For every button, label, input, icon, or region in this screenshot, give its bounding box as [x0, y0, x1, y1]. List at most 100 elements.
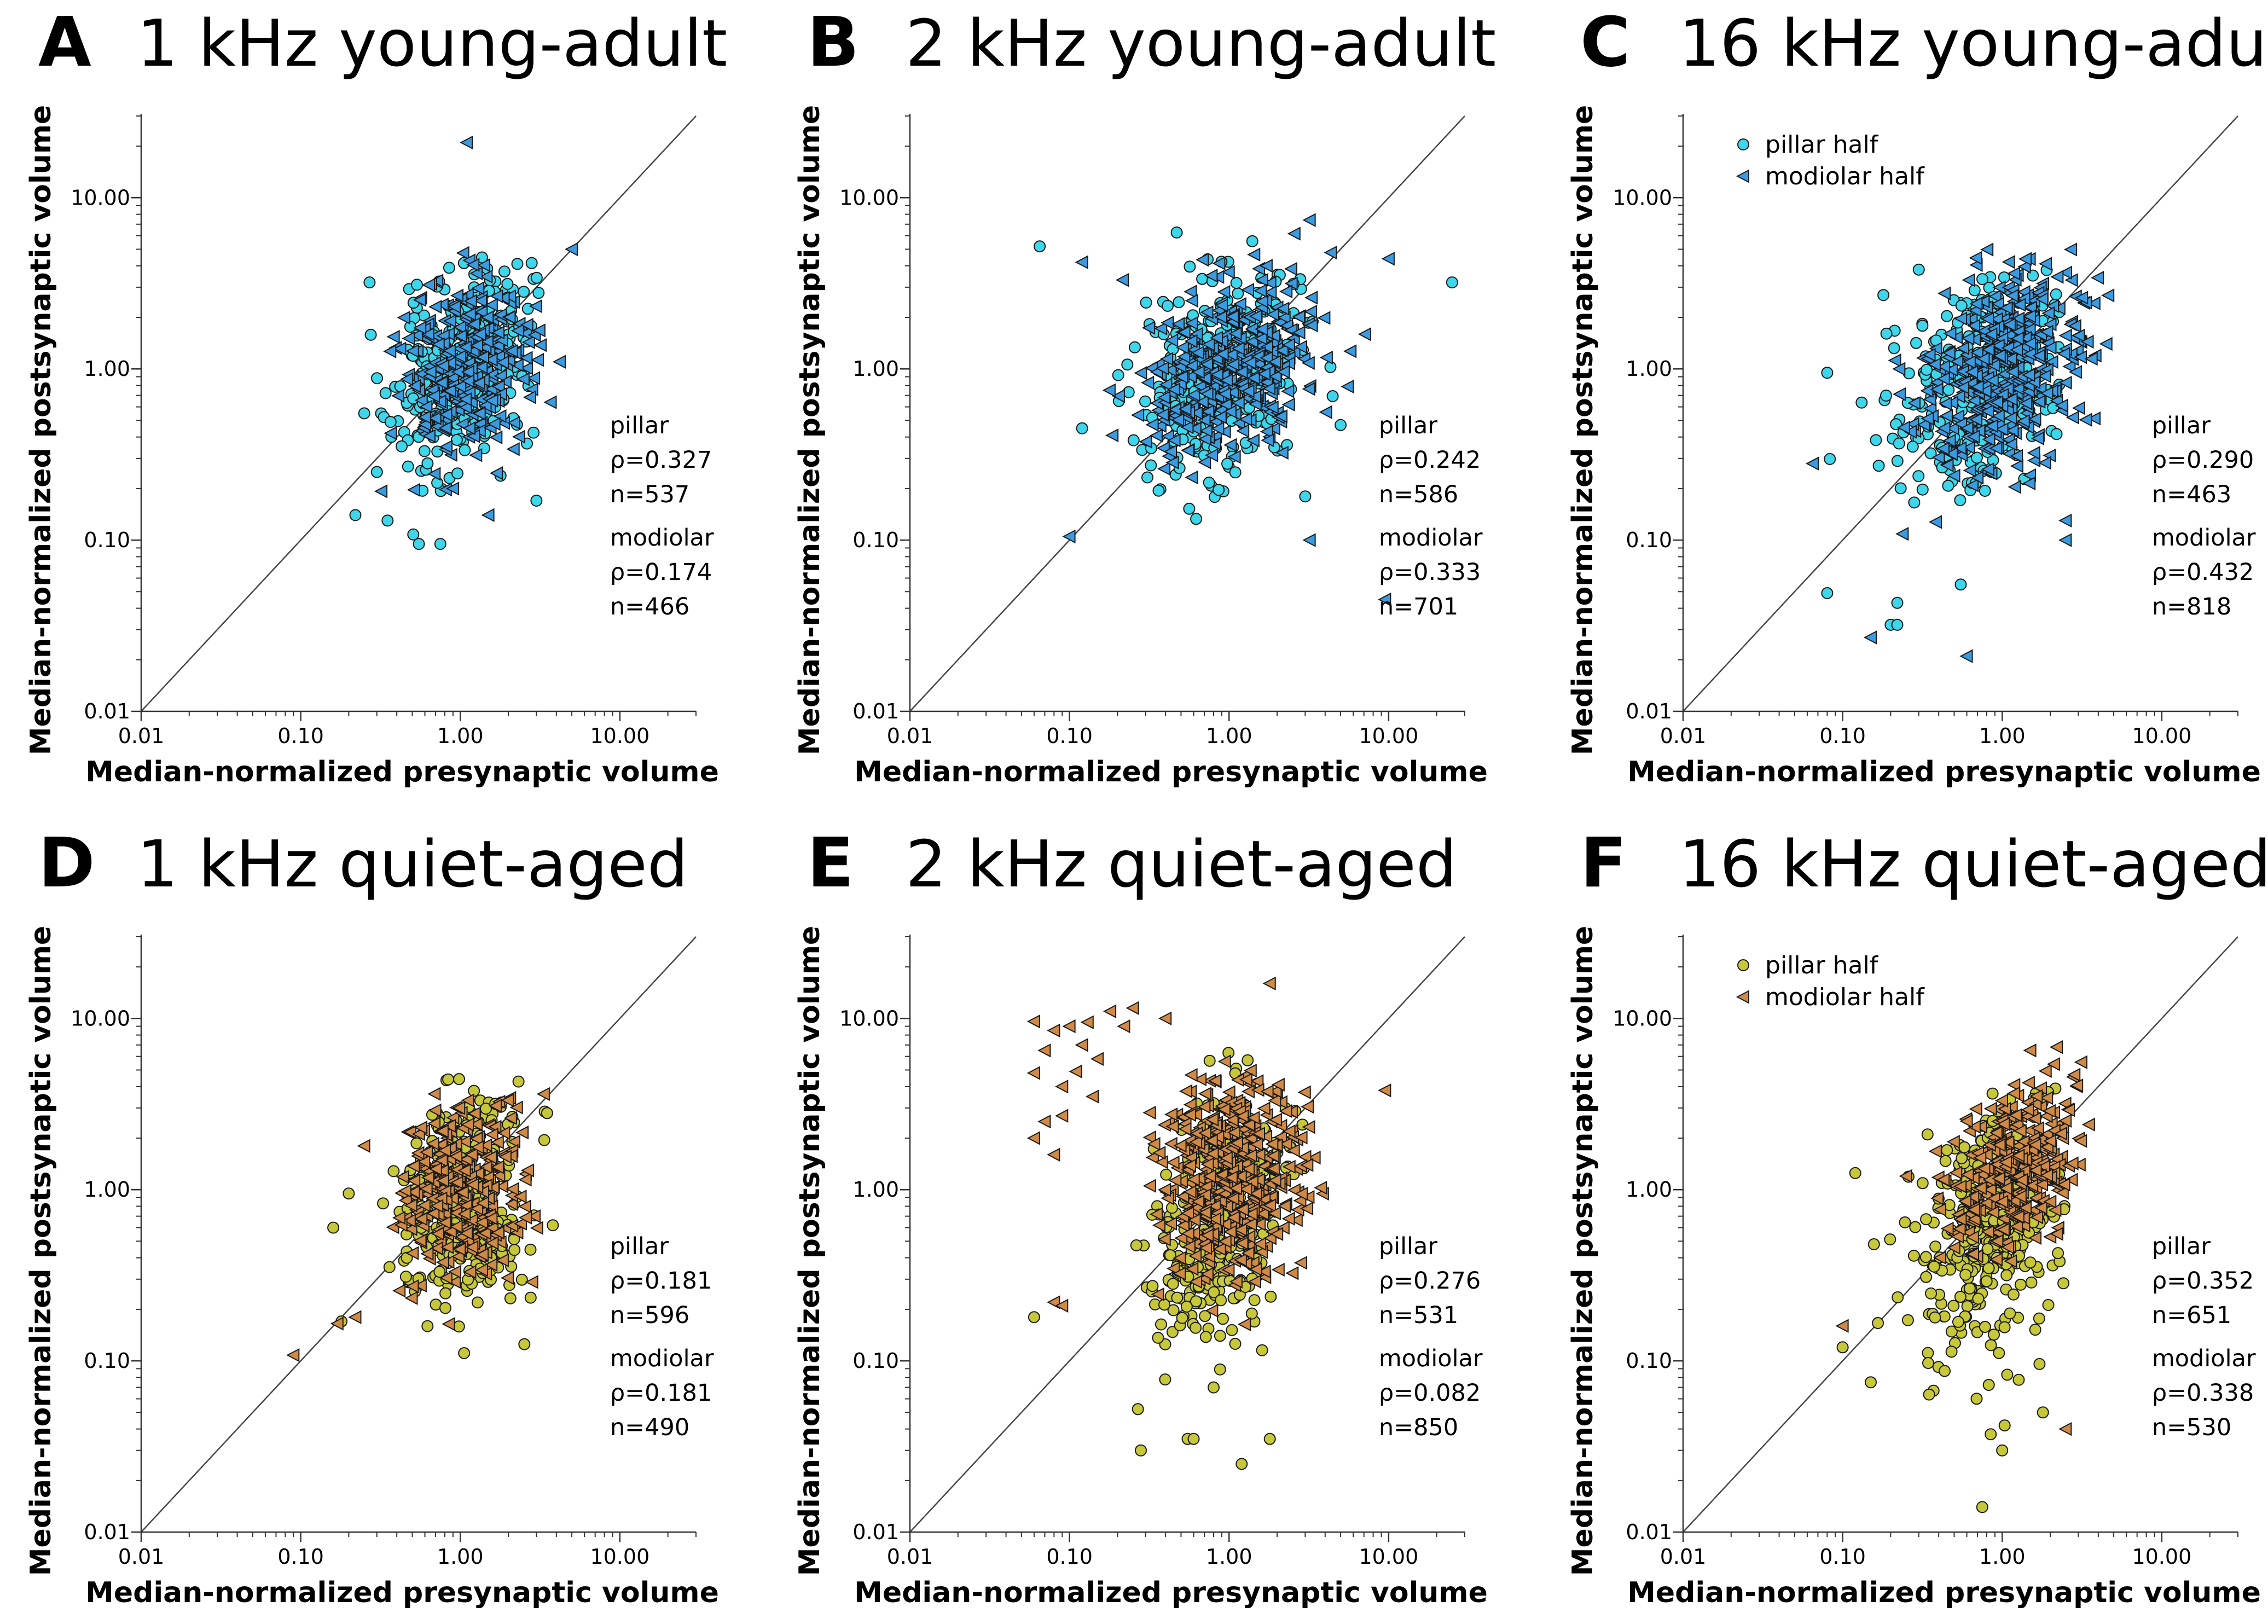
pillar-point	[1824, 453, 1836, 465]
modiolar-point	[1178, 402, 1192, 416]
y-tick-label: 10.00	[839, 185, 899, 210]
pillar-point	[421, 457, 434, 469]
pillar-point	[1907, 1249, 1920, 1262]
modiolar-point	[413, 321, 427, 335]
pillar-point	[443, 262, 455, 274]
modiolar-point	[1378, 1083, 1391, 1098]
pillar-point	[1230, 277, 1243, 289]
stats-modiolar-rho: ρ=0.082	[1379, 1379, 1481, 1407]
pillar-point	[518, 286, 530, 298]
modiolar-point	[1198, 455, 1211, 469]
pillar-point	[2029, 1324, 2041, 1336]
pillar-point	[1129, 341, 1141, 353]
pillar-point	[1988, 1329, 2000, 1341]
modiolar-point	[400, 372, 414, 386]
modiolar-point	[504, 344, 518, 358]
modiolar-point	[392, 1284, 406, 1298]
modiolar-point	[1208, 437, 1221, 451]
modiolar-point	[1284, 262, 1297, 276]
pillar-point	[343, 1187, 355, 1200]
pillar-point	[1246, 235, 1258, 247]
pillar-point	[1034, 240, 1046, 253]
modiolar-point	[1246, 371, 1260, 385]
modiolar-point	[413, 293, 426, 307]
pillar-point	[1872, 1317, 1884, 1329]
x-tick-label: 1.00	[1206, 1545, 1252, 1569]
pillar-point	[1955, 299, 1968, 312]
pillar-point	[1135, 1444, 1147, 1457]
modiolar-point	[1167, 382, 1180, 397]
modiolar-point	[1204, 269, 1218, 283]
stats-pillar-rho: ρ=0.181	[610, 1267, 712, 1295]
legend: pillar half modiolar half	[1736, 952, 1925, 1011]
pillar-point	[504, 1292, 517, 1304]
pillar-point	[418, 445, 431, 457]
modiolar-point	[357, 1139, 370, 1153]
pillar-point	[1248, 1294, 1261, 1307]
pillar-point	[1076, 422, 1088, 434]
pillar-point	[1972, 1292, 1985, 1305]
x-tick-label: 1.00	[437, 724, 484, 748]
modiolar-point	[1248, 390, 1262, 404]
modiolar-point	[489, 466, 503, 480]
x-tick-label: 0.10	[1819, 724, 1866, 748]
modiolar-point	[348, 1310, 362, 1324]
pillar-point	[402, 460, 414, 473]
pillar-point	[524, 1243, 537, 1256]
modiolar-point	[1293, 1256, 1307, 1270]
pillar-point	[1162, 300, 1174, 312]
pillar-point	[381, 514, 394, 527]
pillar-point	[1139, 395, 1151, 408]
pillar-point	[433, 1266, 446, 1278]
modiolar-point	[1197, 413, 1211, 427]
pillar-point	[530, 495, 543, 507]
modiolar-point	[374, 484, 388, 498]
pillar-point	[1146, 1280, 1159, 1292]
pillar-point	[1891, 618, 1904, 631]
modiolar-point	[1224, 347, 1238, 362]
y-tick-label: 0.01	[852, 1520, 899, 1544]
modiolar-point	[1152, 1218, 1165, 1232]
modiolar-point	[536, 1087, 550, 1101]
y-tick-label: 1.00	[852, 357, 899, 381]
pillar-point	[1923, 1388, 1935, 1401]
pillar-point	[1242, 1054, 1254, 1066]
modiolar-point	[466, 258, 480, 272]
pillar-point	[1229, 1338, 1242, 1350]
pillar-point	[1821, 587, 1834, 599]
stats-pillar-n: n=463	[2152, 481, 2231, 508]
modiolar-point	[1261, 433, 1274, 448]
modiolar-point	[2050, 270, 2064, 284]
modiolar-point	[1139, 434, 1152, 449]
modiolar-point	[481, 508, 495, 523]
modiolar-point	[1141, 375, 1155, 390]
stats-block: pillar ρ=0.276 n=531 modiolar ρ=0.082 n=850	[1379, 1233, 1483, 1441]
modiolar-point	[1219, 397, 1232, 412]
modiolar-point	[1266, 308, 1279, 322]
pillar-point	[538, 1134, 550, 1146]
modiolar-point	[519, 361, 533, 375]
modiolar-point	[516, 372, 530, 386]
modiolar-point	[1260, 425, 1273, 439]
y-tick-label: 0.10	[852, 528, 899, 552]
pillar-point	[1906, 440, 1919, 453]
pillar-point	[1127, 434, 1140, 446]
y-axis-title: Median-normalized postsynaptic volume	[1567, 105, 1599, 755]
stats-modiolar-label: modiolar	[2152, 524, 2256, 552]
legend-pillar-marker	[1737, 138, 1749, 150]
modiolar-point	[1047, 1147, 1060, 1162]
x-tick-label: 0.01	[1660, 1545, 1707, 1569]
modiolar-point	[1209, 330, 1223, 345]
stats-pillar-rho: ρ=0.276	[1379, 1267, 1481, 1295]
modiolar-point	[1287, 227, 1301, 241]
x-tick-label: 0.01	[1660, 724, 1707, 748]
pillar-point	[1986, 1087, 1999, 1100]
modiolar-point	[473, 327, 486, 341]
pillar-point	[501, 277, 514, 290]
pillar-point	[1159, 1373, 1171, 1386]
modiolar-point	[442, 344, 456, 358]
modiolar-point	[1211, 270, 1225, 284]
modiolar-point	[1184, 369, 1197, 384]
y-axis-title: Median-normalized postsynaptic volume	[1567, 926, 1599, 1576]
